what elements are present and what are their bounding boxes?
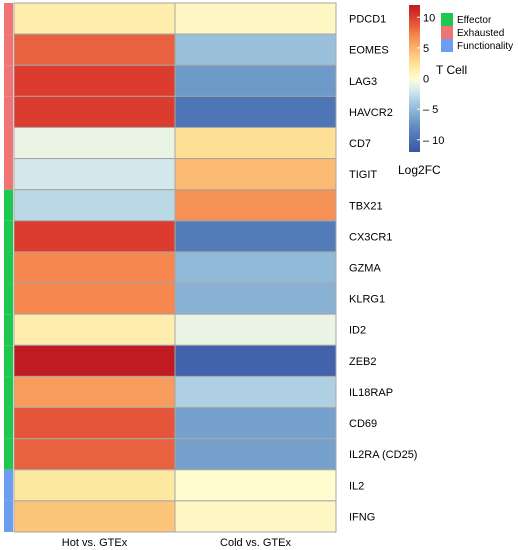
annotation-legend: Effector Exhausted Functionality T Cell (436, 13, 513, 77)
annotation-exhausted (4, 34, 13, 66)
heatmap-cell (174, 95, 337, 128)
heatmap-cell (174, 407, 337, 440)
annotation-effector (4, 314, 13, 346)
row-label: CX3CR1 (349, 231, 392, 243)
row-label: IL2RA (CD25) (349, 449, 417, 461)
legend-swatch-effector (441, 13, 453, 26)
annotation-effector (4, 345, 13, 377)
row-labels: PDCD1 EOMES LAG3 HAVCR2 CD7 TIGIT TBX21 CX3CR1 G… (349, 14, 417, 524)
heatmap-cell (174, 313, 337, 346)
legend-label: Effector (457, 15, 492, 26)
colorbar-title: Log2FC (398, 163, 441, 177)
annotation-effector (4, 283, 13, 315)
heatmap-cell (174, 126, 337, 160)
colorbar-tick-label: 5 (423, 43, 429, 55)
heatmap-cell (174, 2, 337, 35)
row-label: CD7 (349, 138, 371, 150)
heatmap-cell (13, 95, 176, 128)
annotation-exhausted (4, 96, 13, 128)
column-label: Cold vs. GTEx (220, 537, 291, 549)
heatmap-cell (13, 344, 176, 377)
row-label: KLRG1 (349, 294, 385, 306)
annotation-exhausted (4, 158, 13, 190)
heatmap-cell (174, 189, 337, 222)
heatmap-cell (13, 282, 176, 315)
row-label: TBX21 (349, 200, 383, 212)
row-label: ID2 (349, 325, 366, 337)
column-label: Hot vs. GTEx (62, 537, 128, 549)
row-label: ZEB2 (349, 356, 377, 368)
heatmap-cell (13, 438, 176, 471)
heatmap-cell (13, 251, 176, 284)
heatmap-cell (13, 469, 176, 502)
colorbar-tick-label: 10 (423, 12, 435, 24)
annotation-exhausted (4, 3, 13, 35)
row-label: HAVCR2 (349, 107, 393, 119)
row-label: EOMES (349, 45, 389, 57)
row-annotation-bar (4, 3, 13, 532)
heatmap-cell (13, 375, 176, 409)
heatmap-cell (174, 375, 337, 409)
heatmap-cell (13, 64, 176, 97)
annotation-functionality (4, 500, 13, 532)
row-label: PDCD1 (349, 14, 386, 26)
color-legend: 10 5 0 – 5 – 10 Log2FC (398, 5, 444, 177)
heatmap-cell (13, 220, 176, 253)
heatmap-cell (174, 220, 337, 253)
colorbar-tick-label: 0 (423, 74, 429, 86)
legend-swatch-exhausted (441, 26, 453, 39)
heatmap-cell (174, 158, 337, 191)
legend-label: Functionality (457, 41, 513, 52)
heatmap-cell (174, 282, 337, 315)
heatmap-cell (13, 126, 176, 160)
annotation-effector (4, 438, 13, 470)
heatmap-cell (13, 500, 176, 533)
legend-label: Exhausted (457, 28, 504, 39)
heatmap-cell (174, 344, 337, 377)
heatmap-cell (13, 189, 176, 222)
colorbar-tick-label: – 10 (423, 135, 444, 147)
heatmap-cell (174, 33, 337, 66)
heatmap-cells (13, 2, 337, 533)
row-label: IL18RAP (349, 387, 393, 399)
annotation-effector (4, 376, 13, 408)
annotation-legend-title: T Cell (436, 63, 467, 77)
colorbar-tick-label: – 5 (423, 104, 438, 116)
row-label: LAG3 (349, 76, 377, 88)
annotation-exhausted (4, 65, 13, 97)
annotation-effector (4, 251, 13, 284)
heatmap-cell (13, 313, 176, 346)
heatmap-cell (13, 407, 176, 440)
heatmap-cell (13, 33, 176, 66)
row-label: IFNG (349, 511, 375, 523)
annotation-effector (4, 220, 13, 252)
heatmap-cell (174, 500, 337, 533)
heatmap-cell (174, 469, 337, 502)
heatmap-cell (174, 438, 337, 471)
annotation-exhausted (4, 127, 13, 159)
annotation-effector (4, 407, 13, 439)
annotation-effector (4, 189, 13, 221)
heatmap-cell (174, 251, 337, 284)
colorbar-gradient (409, 5, 420, 152)
legend-swatch-functionality (441, 39, 453, 52)
row-label: TIGIT (349, 169, 377, 181)
heatmap-cell (174, 64, 337, 97)
heatmap-cell (13, 2, 176, 35)
heatmap-cell (13, 158, 176, 191)
row-label: IL2 (349, 480, 364, 492)
column-labels: Hot vs. GTEx Cold vs. GTEx (62, 537, 292, 549)
row-label: GZMA (349, 263, 381, 275)
annotation-functionality (4, 469, 13, 501)
row-label: CD69 (349, 418, 377, 430)
